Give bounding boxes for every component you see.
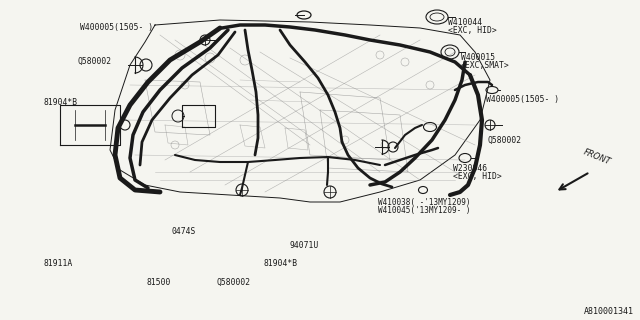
Text: Q580002: Q580002 bbox=[488, 136, 522, 145]
Text: 0474S: 0474S bbox=[172, 227, 196, 236]
Text: Q580002: Q580002 bbox=[78, 57, 112, 66]
Text: <EXC, HID>: <EXC, HID> bbox=[453, 172, 502, 181]
Text: <EXC, HID>: <EXC, HID> bbox=[448, 26, 497, 35]
Text: W400005(1505- ): W400005(1505- ) bbox=[81, 23, 154, 32]
Text: 81904*B: 81904*B bbox=[264, 260, 298, 268]
Text: W410038( -'13MY1209): W410038( -'13MY1209) bbox=[378, 198, 470, 207]
Text: 94071U: 94071U bbox=[289, 241, 319, 250]
Text: W400005(1505- ): W400005(1505- ) bbox=[486, 95, 559, 104]
Text: <EXC,SMAT>: <EXC,SMAT> bbox=[461, 61, 509, 70]
Text: 81904*B: 81904*B bbox=[44, 98, 77, 107]
Text: 81500: 81500 bbox=[147, 278, 171, 287]
Text: Q580002: Q580002 bbox=[216, 278, 251, 287]
Text: A810001341: A810001341 bbox=[584, 308, 634, 316]
Text: W230046: W230046 bbox=[453, 164, 487, 173]
Text: W410045('13MY1209- ): W410045('13MY1209- ) bbox=[378, 206, 470, 215]
Text: W410044: W410044 bbox=[448, 18, 482, 27]
Text: FRONT: FRONT bbox=[582, 148, 612, 167]
Text: W400015: W400015 bbox=[461, 53, 495, 62]
Text: 81911A: 81911A bbox=[44, 259, 73, 268]
